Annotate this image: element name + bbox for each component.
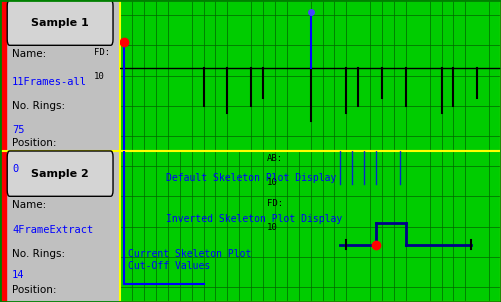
Text: No. Rings:: No. Rings: (12, 249, 65, 259)
Text: No. Rings:: No. Rings: (12, 101, 65, 111)
Text: 10: 10 (94, 27, 104, 36)
Text: 10: 10 (94, 72, 104, 82)
Text: 0: 0 (12, 164, 18, 174)
Text: 14: 14 (12, 270, 25, 280)
Text: FD:: FD: (94, 48, 110, 57)
Text: Name:: Name: (12, 49, 46, 59)
Text: 10: 10 (267, 178, 278, 187)
Text: AB:: AB: (267, 154, 283, 163)
Text: Sample 1: Sample 1 (31, 18, 89, 28)
FancyBboxPatch shape (7, 151, 113, 196)
Text: AB:: AB: (94, 3, 110, 12)
Text: 11Frames-all: 11Frames-all (12, 76, 87, 87)
Text: Inverted Skeleton Plot Display: Inverted Skeleton Plot Display (166, 214, 342, 224)
Text: FD:: FD: (267, 199, 283, 208)
Text: Position:: Position: (12, 138, 57, 149)
Text: 75: 75 (12, 125, 25, 135)
Text: Current Skeleton Plot
Cut-Off Values: Current Skeleton Plot Cut-Off Values (128, 249, 251, 271)
Text: Position:: Position: (12, 285, 57, 295)
Text: Default Skeleton Plot Display: Default Skeleton Plot Display (166, 173, 336, 183)
Text: Name:: Name: (12, 200, 46, 210)
Bar (0, 0, 6, 302)
Text: Sample 2: Sample 2 (31, 169, 89, 179)
Text: 10: 10 (267, 223, 278, 233)
FancyBboxPatch shape (7, 0, 113, 45)
Text: 4FrameExtract: 4FrameExtract (12, 224, 93, 235)
